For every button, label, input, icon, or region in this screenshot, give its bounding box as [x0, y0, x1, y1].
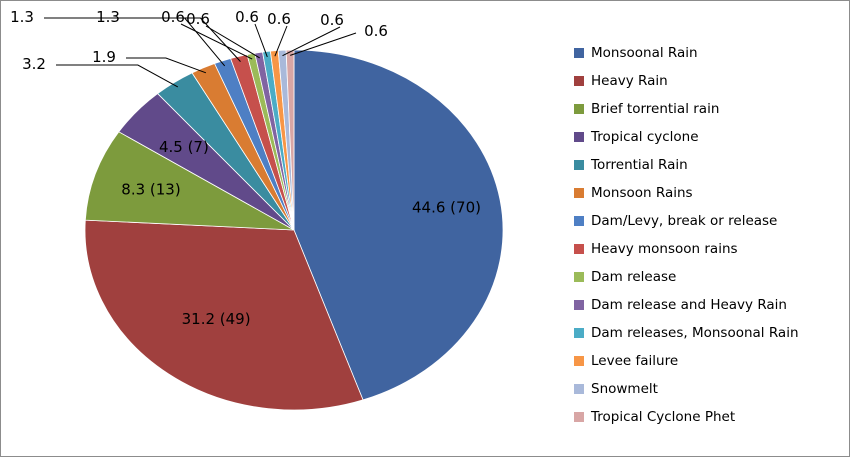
pie-slices	[84, 49, 504, 411]
legend-swatch	[574, 132, 584, 142]
legend-swatch	[574, 300, 584, 310]
legend-swatch	[574, 104, 584, 114]
data-label-tropical-cyclone: 4.5 (7)	[159, 138, 209, 156]
legend-item-heavy-monsoon-rains: Heavy monsoon rains	[574, 235, 799, 263]
legend-swatch	[574, 160, 584, 170]
legend-label: Monsoon Rains	[591, 185, 693, 201]
legend-item-dam-releases-monsoonal-rain: Dam releases, Monsoonal Rain	[574, 319, 799, 347]
legend-item-monsoonal-rain: Monsoonal Rain	[574, 39, 799, 67]
legend-swatch	[574, 412, 584, 422]
legend-item-levee-failure: Levee failure	[574, 347, 799, 375]
legend-label: Brief torrential rain	[591, 101, 720, 117]
legend-item-dam-levy-break-or-release: Dam/Levy, break or release	[574, 207, 799, 235]
legend-label: Dam release and Heavy Rain	[591, 297, 787, 313]
legend: Monsoonal Rain Heavy Rain Brief torrential…	[574, 39, 799, 431]
data-label-torrential-rain: 3.2	[22, 55, 46, 73]
leader-line-monsoon-rains	[126, 57, 207, 74]
leader-line-tropical-cyclone-phet	[290, 32, 357, 56]
legend-item-torrential-rain: Torrential Rain	[574, 151, 799, 179]
data-label-monsoon-rains: 1.9	[92, 48, 116, 66]
legend-swatch	[574, 76, 584, 86]
legend-label: Dam releases, Monsoonal Rain	[591, 325, 799, 341]
legend-item-tropical-cyclone: Tropical cyclone	[574, 123, 799, 151]
legend-swatch	[574, 48, 584, 58]
data-label-dam-releases-monsoonal-rain: 0.6	[235, 8, 259, 26]
legend-swatch	[574, 272, 584, 282]
pie-slice-heavy-rain	[84, 219, 364, 411]
pie-slice-brief-torrential-rain	[84, 131, 295, 231]
legend-item-heavy-rain: Heavy Rain	[574, 67, 799, 95]
data-label-tropical-cyclone-phet: 0.6	[364, 22, 388, 40]
leader-line-dam-release	[180, 23, 253, 60]
leader-lines	[44, 17, 357, 88]
data-label-dam-levy-break-or-release: 1.3	[10, 8, 34, 26]
data-label-brief-torrential-rain: 8.3 (13)	[121, 181, 180, 199]
legend-swatch	[574, 328, 584, 338]
legend-swatch	[574, 356, 584, 366]
legend-item-monsoon-rains: Monsoon Rains	[574, 179, 799, 207]
leader-line-snowmelt	[282, 26, 341, 57]
legend-swatch	[574, 216, 584, 226]
legend-label: Heavy monsoon rains	[591, 241, 738, 257]
legend-label: Levee failure	[591, 353, 679, 369]
legend-swatch	[574, 384, 584, 394]
leader-line-dam-release-and-heavy-rain	[205, 25, 260, 59]
data-label-heavy-rain: 31.2 (49)	[182, 310, 251, 328]
legend-label: Tropical Cyclone Phet	[591, 409, 736, 425]
data-label-dam-release: 0.6	[161, 8, 185, 26]
leader-line-dam-releases-monsoonal-rain	[254, 23, 268, 58]
legend-item-dam-release: Dam release	[574, 263, 799, 291]
data-labels: 44.6 (70) 31.2 (49) 8.3 (13) 4.5 (7) 3.2 1.9 1…	[10, 8, 481, 328]
legend-label: Heavy Rain	[591, 73, 668, 89]
legend-item-brief-torrential-rain: Brief torrential rain	[574, 95, 799, 123]
legend-swatch	[574, 244, 584, 254]
legend-label: Dam/Levy, break or release	[591, 213, 778, 229]
legend-label: Monsoonal Rain	[591, 45, 698, 61]
legend-label: Snowmelt	[591, 381, 658, 397]
legend-label: Dam release	[591, 269, 677, 285]
data-label-monsoonal-rain: 44.6 (70)	[412, 199, 481, 217]
legend-item-tropical-cyclone-phet: Tropical Cyclone Phet	[574, 403, 799, 431]
leader-line-levee-failure	[274, 25, 288, 57]
leader-line-torrential-rain	[56, 64, 179, 88]
legend-label: Tropical cyclone	[591, 129, 699, 145]
data-label-snowmelt: 0.6	[320, 11, 344, 29]
data-label-levee-failure: 0.6	[267, 10, 291, 28]
data-label-heavy-monsoon-rains: 1.3	[96, 8, 120, 26]
legend-item-dam-release-and-heavy-rain: Dam release and Heavy Rain	[574, 291, 799, 319]
legend-label: Torrential Rain	[591, 157, 688, 173]
legend-swatch	[574, 188, 584, 198]
data-label-dam-release-and-heavy-rain: 0.6	[186, 10, 210, 28]
pie-slice-monsoonal-rain	[293, 49, 504, 401]
legend-item-snowmelt: Snowmelt	[574, 375, 799, 403]
